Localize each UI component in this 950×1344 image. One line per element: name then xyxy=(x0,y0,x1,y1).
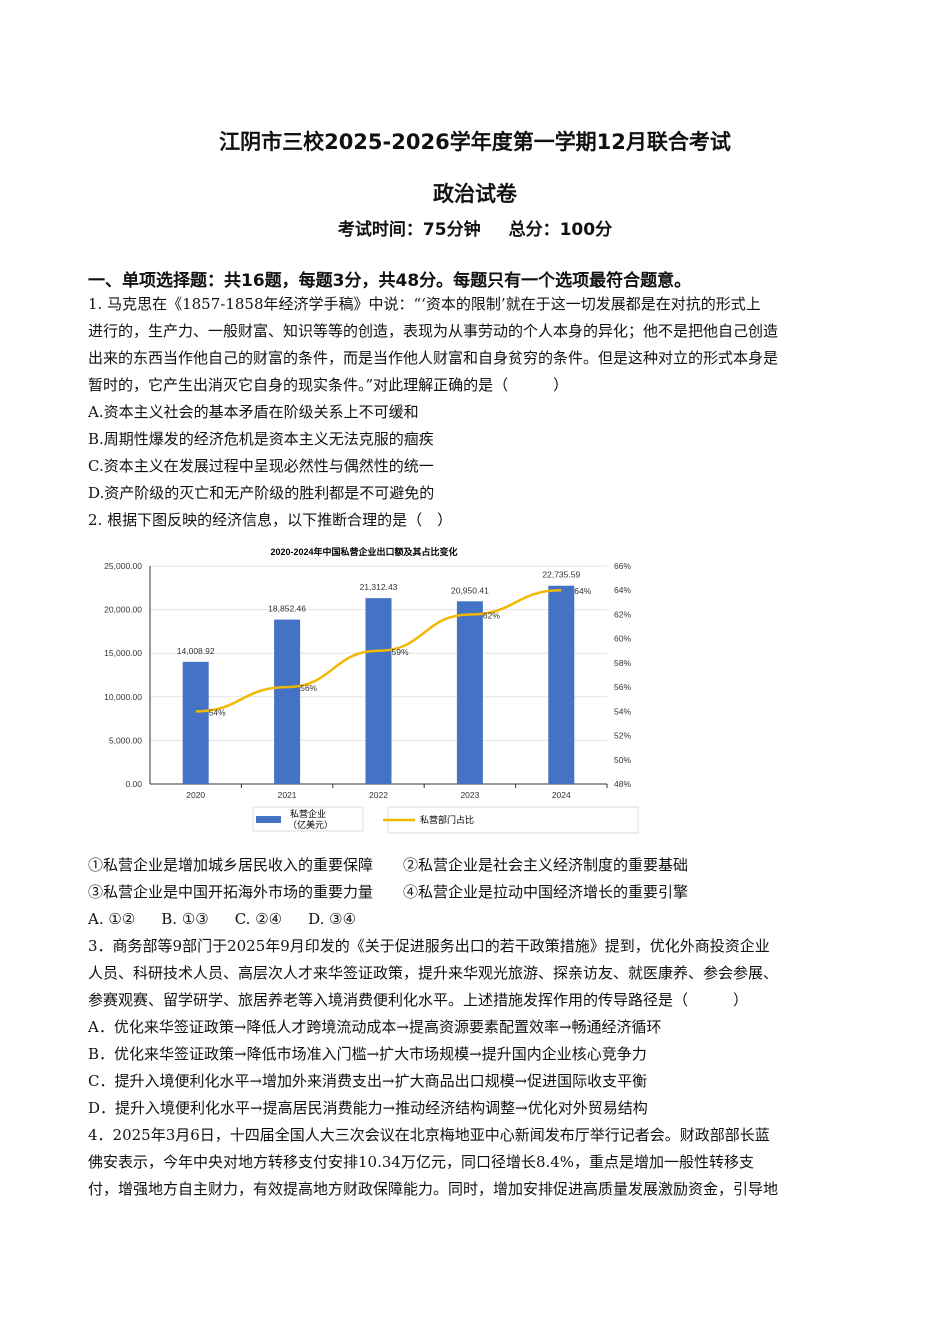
legend-bar-unit: （亿美元） xyxy=(288,819,333,830)
bar-data-label: 14,008.92 xyxy=(177,646,215,656)
x-tick-label: 2022 xyxy=(369,790,388,800)
right-tick-label: 64% xyxy=(614,585,631,595)
bar xyxy=(456,601,483,784)
right-tick-label: 62% xyxy=(614,609,631,619)
right-tick-label: 56% xyxy=(614,682,631,692)
q1-line: 进行的，生产力、一般财富、知识等等的创造，表现为从事劳动的个人本身的异化；他不是… xyxy=(88,322,779,340)
right-tick-label: 54% xyxy=(614,706,631,716)
q1-line: 1. 马克思在《1857-1858年经济学手稿》中说：“‘资本的限制’就在于这一… xyxy=(88,295,761,313)
q3-line: 人员、科研技术人员、高层次人才来华签证政策，提升来华观光旅游、探亲访友、就医康养… xyxy=(88,964,779,982)
right-tick-label: 52% xyxy=(614,731,631,741)
q2-option: D. ③④ xyxy=(308,910,357,928)
bar xyxy=(274,619,301,784)
line-data-label: 64% xyxy=(574,586,591,596)
bar-data-label: 18,852.46 xyxy=(268,604,306,614)
question-1: 1. 马克思在《1857-1858年经济学手稿》中说：“‘资本的限制’就在于这一… xyxy=(88,291,863,534)
q1-option: D.资产阶级的灭亡和无产阶级的胜利都是不可避免的 xyxy=(88,484,435,502)
x-tick-label: 2021 xyxy=(278,790,297,800)
exam-time: 考试时间：75分钟 xyxy=(337,220,481,240)
q2-option: A. ①② xyxy=(88,910,136,928)
q4-line: 佛安表示，今年中央对地方转移支付安排10.34万亿元，同口径增长8.4%，重点是… xyxy=(88,1153,755,1171)
q1-option: B.周期性爆发的经济危机是资本主义无法克服的痼疾 xyxy=(88,430,434,448)
legend-line-label: 私营部门占比 xyxy=(420,814,474,825)
q3-option: D．提升入境便利化水平→提高居民消费能力→推动经济结构调整→优化对外贸易结构 xyxy=(88,1099,648,1117)
bar xyxy=(365,598,392,784)
bar xyxy=(548,585,575,784)
bar-data-label: 20,950.41 xyxy=(451,585,489,595)
left-tick-label: 10,000.00 xyxy=(104,692,142,702)
line-data-label: 62% xyxy=(483,610,500,620)
x-tick-label: 2023 xyxy=(460,790,479,800)
q2-statement: ②私营企业是社会主义经济制度的重要基础 xyxy=(403,856,689,874)
q1-option: A.资本主义社会的基本矛盾在阶级关系上不可缓和 xyxy=(88,403,419,421)
legend-bar-swatch xyxy=(256,816,281,823)
q3-option: C．提升入境便利化水平→增加外来消费支出→扩大商品出口规模→促进国际收支平衡 xyxy=(88,1072,648,1090)
q2-stem: 2. 根据下图反映的经济信息，以下推断合理的是（ ） xyxy=(88,511,453,529)
share-line xyxy=(195,588,562,713)
section-heading: 一、单项选择题：共16题，每题3分，共48分。每题只有一个选项最符合题意。 xyxy=(88,271,692,291)
x-tick-label: 2024 xyxy=(552,790,571,800)
q2-statement: ④私营企业是拉动中国经济增长的重要引擎 xyxy=(403,883,689,901)
exam-title: 江阴市三校2025-2026学年度第一学期12月联合考试 xyxy=(219,130,731,154)
q2-option: B. ①③ xyxy=(161,910,209,928)
left-tick-label: 25,000.00 xyxy=(104,561,142,571)
q4-line: 4．2025年3月6日，十四届全国人大三次会议在北京梅地亚中心新闻发布厅举行记者… xyxy=(88,1126,770,1144)
q1-option: C.资本主义在发展过程中呈现必然性与偶然性的统一 xyxy=(88,457,434,475)
left-tick-label: 5,000.00 xyxy=(109,735,142,745)
export-chart: 2020-2024年中国私营企业出口额及其占比变化 0.00 5,000.00 10,… xyxy=(104,546,639,834)
bar-data-label: 21,312.43 xyxy=(360,582,398,592)
exam-subject: 政治试卷 xyxy=(433,182,517,206)
q2-option: C. ②④ xyxy=(234,910,283,928)
legend-bar-label: 私营企业 xyxy=(290,808,326,819)
q2-statement: ③私营企业是中国开拓海外市场的重要力量 xyxy=(88,883,374,901)
legend-box xyxy=(387,806,639,834)
q1-line: 暂时的，它产生出消灭它自身的现实条件。”对此理解正确的是（ ） xyxy=(88,376,569,394)
left-tick-label: 15,000.00 xyxy=(104,648,142,658)
exam-score: 总分：100分 xyxy=(508,220,613,240)
q3-option: B．优化来华签证政策→降低市场准入门槛→扩大市场规模→提升国内企业核心竞争力 xyxy=(88,1045,647,1063)
q2-statement: ①私营企业是增加城乡居民收入的重要保障 xyxy=(88,856,374,874)
line-data-label: 54% xyxy=(209,707,226,717)
q3-line: 参赛观赛、留学研学、旅居养老等入境消费便利化水平。上述措施发挥作用的传导路径是（… xyxy=(88,991,749,1009)
right-tick-label: 50% xyxy=(614,755,631,765)
q2-options: A. ①② B. ①③ C. ②④ D. ③④ xyxy=(88,906,863,933)
q3-option: A．优化来华签证政策→降低人才跨境流动成本→提高资源要素配置效率→畅通经济循环 xyxy=(88,1018,662,1036)
q2-statements: ③私营企业是中国开拓海外市场的重要力量 ④私营企业是拉动中国经济增长的重要引擎 xyxy=(88,879,863,906)
line-data-label: 56% xyxy=(300,683,317,693)
left-tick-label: 20,000.00 xyxy=(104,605,142,615)
q2-statements: ①私营企业是增加城乡居民收入的重要保障 ②私营企业是社会主义经济制度的重要基础 xyxy=(88,852,863,879)
q4-line: 付，增强地方自主财力，有效提高地方财政保障能力。同时，增加安排促进高质量发展激励… xyxy=(88,1180,779,1198)
left-tick-label: 0.00 xyxy=(125,779,142,789)
bar-data-label: 22,735.59 xyxy=(542,570,580,580)
question-2-3-4: ①私营企业是增加城乡居民收入的重要保障 ②私营企业是社会主义经济制度的重要基础 … xyxy=(88,852,863,1203)
line-data-label: 59% xyxy=(392,647,409,657)
q3-line: 3．商务部等9部门于2025年9月印发的《关于促进服务出口的若干政策措施》提到，… xyxy=(88,937,770,955)
right-tick-label: 66% xyxy=(614,561,631,571)
right-tick-label: 58% xyxy=(614,658,631,668)
x-tick-label: 2020 xyxy=(186,790,205,800)
exam-info: 考试时间：75分钟 总分：100分 xyxy=(0,215,950,240)
q1-line: 出来的东西当作他自己的财富的条件，而是当作他人财富和自身贫穷的条件。但是这种对立… xyxy=(88,349,779,367)
right-tick-label: 60% xyxy=(614,634,631,644)
bar xyxy=(182,661,209,784)
chart-title: 2020-2024年中国私营企业出口额及其占比变化 xyxy=(270,546,457,557)
right-tick-label: 48% xyxy=(614,779,631,789)
